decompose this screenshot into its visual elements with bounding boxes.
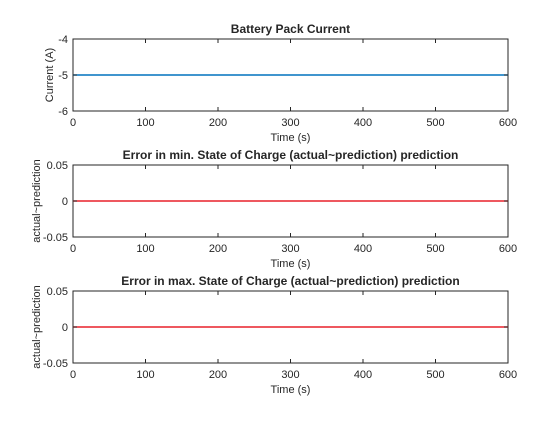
x-tick-label: 300 [281,117,299,129]
y-axis-label: Current (A) [44,48,56,102]
x-tick-label: 500 [426,243,444,255]
x-tick-label: 0 [70,243,76,255]
x-tick-label: 600 [499,243,517,255]
x-tick-label: 600 [499,117,517,129]
y-tick-label: 0.05 [47,286,68,298]
y-tick-label: 0 [62,322,68,334]
x-tick-label: 200 [209,243,227,255]
x-tick-label: 100 [136,243,154,255]
x-tick-label: 300 [281,369,299,381]
x-tick-label: 500 [426,369,444,381]
chart-title: Battery Pack Current [231,22,350,36]
y-axis-label: actual~prediction [31,285,43,368]
x-tick-label: 500 [426,117,444,129]
x-tick-label: 600 [499,369,517,381]
y-tick-label: -5 [58,70,68,82]
x-tick-label: 400 [354,243,372,255]
x-axis-label: Time (s) [271,384,311,396]
y-tick-label: -0.05 [43,232,68,244]
x-tick-label: 300 [281,243,299,255]
y-tick-label: -6 [58,106,68,118]
subplot-1: 0 100 200 300 400 500 600 -6 -5 -4 Battery Pack Cu… [44,22,517,144]
x-tick-label: 400 [354,117,372,129]
y-tick-label: -4 [58,34,68,46]
x-tick-label: 0 [70,369,76,381]
x-tick-label: 100 [136,117,154,129]
chart-title: Error in min. State of Charge (actual~pr… [123,148,459,162]
y-tick-label: 0 [62,196,68,208]
y-axis-label: actual~prediction [31,159,43,242]
x-tick-label: 100 [136,369,154,381]
x-tick-label: 200 [209,369,227,381]
x-tick-label: 0 [70,117,76,129]
x-tick-label: 200 [209,117,227,129]
x-axis-label: Time (s) [271,132,311,144]
x-tick-label: 400 [354,369,372,381]
chart-title: Error in max. State of Charge (actual~pr… [121,274,459,288]
y-tick-label: 0.05 [47,160,68,172]
x-axis-label: Time (s) [271,258,311,270]
y-tick-label: -0.05 [43,358,68,370]
